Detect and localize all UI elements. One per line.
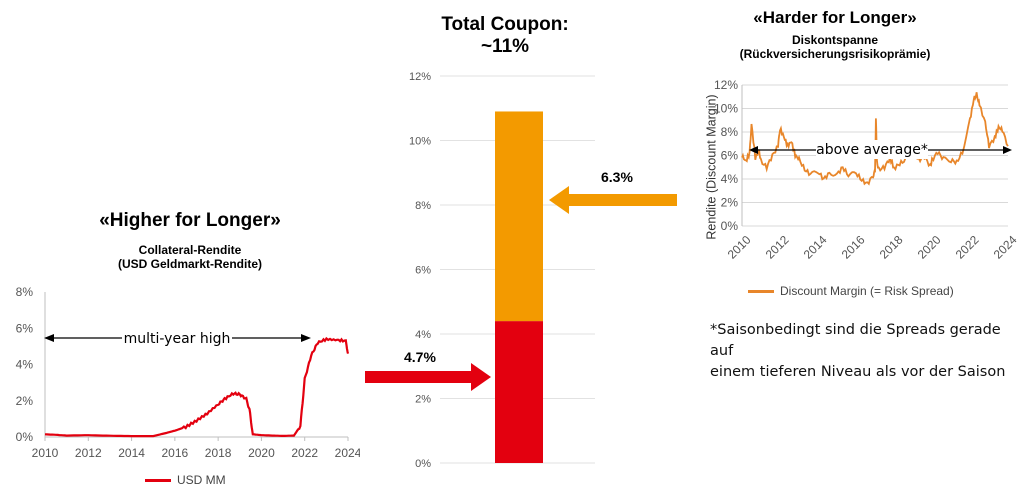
right-subtitle-line1: Diskontspanne <box>791 33 878 47</box>
right-legend-label: Discount Margin (= Risk Spread) <box>780 284 954 298</box>
multi-year-high-label: multi-year high <box>124 331 231 347</box>
left-xtick: 2012 <box>75 446 102 460</box>
footnote-line2: einem tieferen Niveau als vor der Saison <box>710 364 1006 380</box>
left-subtitle-line2: (USD Geldmarkt-Rendite) <box>117 257 263 271</box>
left-title: «Higher for Longer» <box>99 210 281 231</box>
left-ytick: 2% <box>16 394 34 408</box>
bar-ytick: 2% <box>415 394 431 406</box>
label-4-7: 4.7% <box>404 349 436 365</box>
right-ylabel-wrap: Rendite (Discount Margin) <box>694 82 719 257</box>
bar-ytick: 10% <box>409 136 431 148</box>
middle-title-line2: ~11% <box>480 36 530 57</box>
right-ytick: 4% <box>721 172 739 186</box>
left-xtick: 2014 <box>118 446 145 460</box>
bar-ytick: 12% <box>409 71 431 83</box>
right-xtick: 2010 <box>725 233 754 262</box>
bar-segment-discount-margin <box>495 111 543 322</box>
label-6-3: 6.3% <box>601 169 633 185</box>
right-ytick: 2% <box>721 196 739 210</box>
usd-mm-swatch <box>145 478 171 482</box>
footnote-line1: *Saisonbedingt sind die Spreads gerade a… <box>710 322 1001 359</box>
left-xtick: 2024 <box>335 446 360 460</box>
right-xtick: 2018 <box>877 233 906 262</box>
right-ytick: 8% <box>721 125 739 139</box>
left-xtick: 2016 <box>162 446 189 460</box>
orange-arrow-icon <box>549 186 677 214</box>
left-legend-label: USD MM <box>177 473 226 487</box>
left-ytick: 8% <box>16 285 34 299</box>
left-subtitle: Collateral-Rendite (USD Geldmarkt-Rendit… <box>80 243 300 271</box>
right-xtick: 2024 <box>991 233 1020 262</box>
middle-title-line1: Total Coupon: <box>441 14 569 35</box>
left-chart: 0% 2% 4% 6% 8% 2010 2012 2014 2016 2018 2020 2022 20… <box>16 285 360 460</box>
discount-margin-swatch <box>748 289 774 293</box>
middle-title: Total Coupon: ~11% <box>410 14 600 58</box>
right-xtick: 2014 <box>801 233 830 262</box>
footnote: *Saisonbedingt sind die Spreads gerade a… <box>710 320 1020 383</box>
left-xtick: 2020 <box>248 446 275 460</box>
right-ytick: 0% <box>721 219 739 233</box>
red-arrow-icon <box>365 363 491 391</box>
right-title: «Harder for Longer» <box>753 8 917 27</box>
left-subtitle-line1: Collateral-Rendite <box>138 243 242 257</box>
left-ytick: 0% <box>16 430 34 444</box>
left-ytick: 6% <box>16 321 34 335</box>
left-xtick: 2018 <box>205 446 232 460</box>
right-ytick: 6% <box>721 149 739 163</box>
usd-mm-line <box>44 336 350 438</box>
right-xtick: 2016 <box>839 233 868 262</box>
bar-ytick: 4% <box>415 329 431 341</box>
right-ytick: 12% <box>714 78 738 92</box>
bar-ytick: 6% <box>415 265 431 277</box>
left-xtick: 2010 <box>32 446 59 460</box>
right-xtick: 2020 <box>915 233 944 262</box>
bar-ytick: 8% <box>415 200 431 212</box>
middle-chart: 0% 2% 4% 6% 8% 10% 12% <box>409 71 595 470</box>
right-xtick: 2012 <box>763 233 792 262</box>
above-average-label: above average* <box>816 142 928 158</box>
discount-margin-line <box>741 92 1009 186</box>
bar-ytick: 0% <box>415 458 431 470</box>
left-xtick: 2022 <box>291 446 318 460</box>
bar-segment-collateral <box>495 321 543 463</box>
right-subtitle-line2: (Rückversicherungsrisikoprämie) <box>739 47 931 61</box>
right-xtick: 2022 <box>953 233 982 262</box>
right-chart: 0% 2% 4% 6% 8% 10% 12% 2010 2012 2014 2016 2018 2020… <box>714 78 1020 262</box>
multi-year-high-arrow: multi-year high <box>44 328 311 348</box>
above-average-arrow: above average* <box>749 140 1012 159</box>
right-ytick: 10% <box>714 102 738 116</box>
left-legend: USD MM <box>145 473 226 487</box>
right-subtitle: Diskontspanne (Rückversicherungsrisikopr… <box>700 33 970 61</box>
right-legend: Discount Margin (= Risk Spread) <box>748 284 954 298</box>
left-ytick: 4% <box>16 358 34 372</box>
